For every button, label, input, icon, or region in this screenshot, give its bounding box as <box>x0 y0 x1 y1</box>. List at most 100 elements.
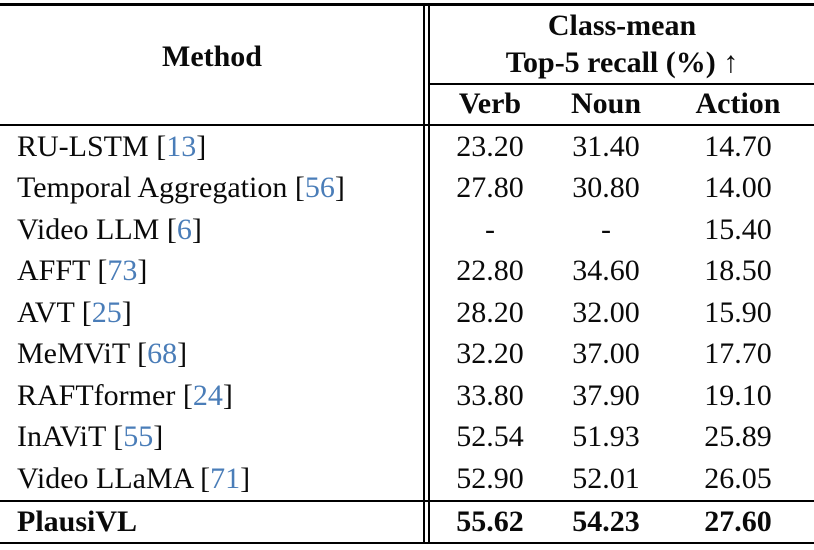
table-row: Video LLaMA [71] 52.90 52.01 26.05 <box>0 458 814 500</box>
table-row: Video LLM [6] - - 15.40 <box>0 209 814 251</box>
action-value: 17.70 <box>704 337 772 371</box>
rule-under-group-header <box>430 83 814 85</box>
method-cell: Temporal Aggregation [56] <box>0 171 430 205</box>
verb-value: 23.20 <box>456 129 524 163</box>
noun-value: 51.93 <box>572 420 640 454</box>
table-row-plausivl: PlausiVL 55.62 54.23 27.60 <box>0 503 814 541</box>
vertical-double-rule-right <box>428 3 431 544</box>
verb-value: 32.20 <box>456 337 524 371</box>
column-header-action: Action <box>695 87 781 120</box>
verb-value: 55.62 <box>456 505 524 538</box>
table-row: InAViT [55] 52.54 51.93 25.89 <box>0 417 814 459</box>
method-cell: AVT [25] <box>0 296 430 330</box>
method-label: Temporal Aggregation <box>17 171 288 205</box>
method-label: PlausiVL <box>17 505 138 538</box>
method-label: AVT <box>17 295 75 329</box>
citation-bracket-open: [ <box>175 378 193 412</box>
citation-bracket-open: [ <box>287 171 305 205</box>
citation-link[interactable]: 24 <box>192 378 223 412</box>
method-cell: RU-LSTM [13] <box>0 130 430 164</box>
action-value: 15.40 <box>704 212 772 246</box>
citation-bracket-open: [ <box>74 295 92 329</box>
noun-value: - <box>601 212 611 246</box>
verb-value: 22.80 <box>456 254 524 288</box>
vertical-double-rule-left <box>423 3 425 544</box>
action-value: 19.10 <box>704 378 772 412</box>
table-row: RU-LSTM [13] 23.20 31.40 14.70 <box>0 126 814 168</box>
citation-bracket-close: ] <box>121 295 132 329</box>
method-cell: Video LLaMA [71] <box>0 462 430 496</box>
method-label: AFFT <box>17 254 90 288</box>
citation-bracket-close: ] <box>196 129 207 163</box>
noun-value: 54.23 <box>572 505 640 538</box>
noun-value: 32.00 <box>572 295 640 329</box>
verb-value: 33.80 <box>456 378 524 412</box>
method-label: RU-LSTM <box>17 129 149 163</box>
table-row: AVT [25] 28.20 32.00 15.90 <box>0 292 814 334</box>
citation-link[interactable]: 6 <box>176 212 192 246</box>
method-cell: AFFT [73] <box>0 254 430 288</box>
verb-value: - <box>485 212 495 246</box>
table-row: AFFT [73] 22.80 34.60 18.50 <box>0 251 814 293</box>
method-label: Video LLM <box>17 212 160 246</box>
subcolumn-header-row: Verb Noun Action <box>430 85 814 123</box>
rule-bottom <box>0 541 814 545</box>
citation-bracket-close: ] <box>240 461 251 495</box>
verb-value: 52.54 <box>456 420 524 454</box>
group-header-line1: Class-mean <box>547 8 697 42</box>
verb-value: 27.80 <box>456 171 524 205</box>
citation-link[interactable]: 73 <box>107 254 138 288</box>
rule-top <box>0 3 814 6</box>
column-header-noun: Noun <box>570 87 642 120</box>
group-header: Class-mean Top-5 recall (%) ↑ <box>430 4 814 83</box>
action-value: 14.70 <box>704 129 772 163</box>
method-cell: MeMViT [68] <box>0 337 430 371</box>
rule-above-final-row <box>0 499 814 503</box>
noun-value: 37.90 <box>572 378 640 412</box>
citation-bracket-close: ] <box>222 378 233 412</box>
citation-bracket-close: ] <box>153 420 164 454</box>
table-body: RU-LSTM [13] 23.20 31.40 14.70 Temporal … <box>0 126 814 500</box>
noun-value: 30.80 <box>572 171 640 205</box>
rule-under-header <box>0 123 814 127</box>
column-header-verb: Verb <box>458 87 522 120</box>
method-cell: Video LLM [6] <box>0 213 430 247</box>
method-cell: PlausiVL <box>0 505 430 539</box>
citation-link[interactable]: 13 <box>166 129 197 163</box>
citation-link[interactable]: 25 <box>91 295 122 329</box>
citation-bracket-open: [ <box>148 129 167 163</box>
citation-bracket-close: ] <box>177 337 188 371</box>
table-row: MeMViT [68] 32.20 37.00 17.70 <box>0 334 814 376</box>
action-value: 14.00 <box>704 171 772 205</box>
citation-link[interactable]: 56 <box>304 171 335 205</box>
verb-value: 28.20 <box>456 295 524 329</box>
citation-bracket-open: [ <box>129 337 148 371</box>
table-row: RAFTformer [24] 33.80 37.90 19.10 <box>0 375 814 417</box>
citation-bracket-open: [ <box>89 254 108 288</box>
action-value: 27.60 <box>704 505 772 538</box>
action-value: 26.05 <box>704 461 772 495</box>
citation-bracket-close: ] <box>137 254 148 288</box>
method-cell: RAFTformer [24] <box>0 379 430 413</box>
method-label: Video LLaMA <box>17 461 193 495</box>
table-row: Temporal Aggregation [56] 27.80 30.80 14… <box>0 168 814 210</box>
citation-bracket-open: [ <box>159 212 177 246</box>
method-column-header: Method <box>162 39 262 73</box>
method-label: InAViT <box>17 420 106 454</box>
action-value: 15.90 <box>704 295 772 329</box>
action-value: 25.89 <box>704 420 772 454</box>
group-header-line2: Top-5 recall (%) ↑ <box>505 45 739 79</box>
noun-value: 34.60 <box>572 254 640 288</box>
citation-link[interactable]: 68 <box>147 337 178 371</box>
citation-link[interactable]: 71 <box>210 461 241 495</box>
citation-bracket-close: ] <box>191 212 202 246</box>
noun-value: 52.01 <box>572 461 640 495</box>
method-label: RAFTformer <box>17 378 176 412</box>
action-value: 18.50 <box>704 254 772 288</box>
noun-value: 37.00 <box>572 337 640 371</box>
noun-value: 31.40 <box>572 129 640 163</box>
citation-bracket-open: [ <box>105 420 124 454</box>
method-label: MeMViT <box>17 337 130 371</box>
citation-link[interactable]: 55 <box>123 420 154 454</box>
